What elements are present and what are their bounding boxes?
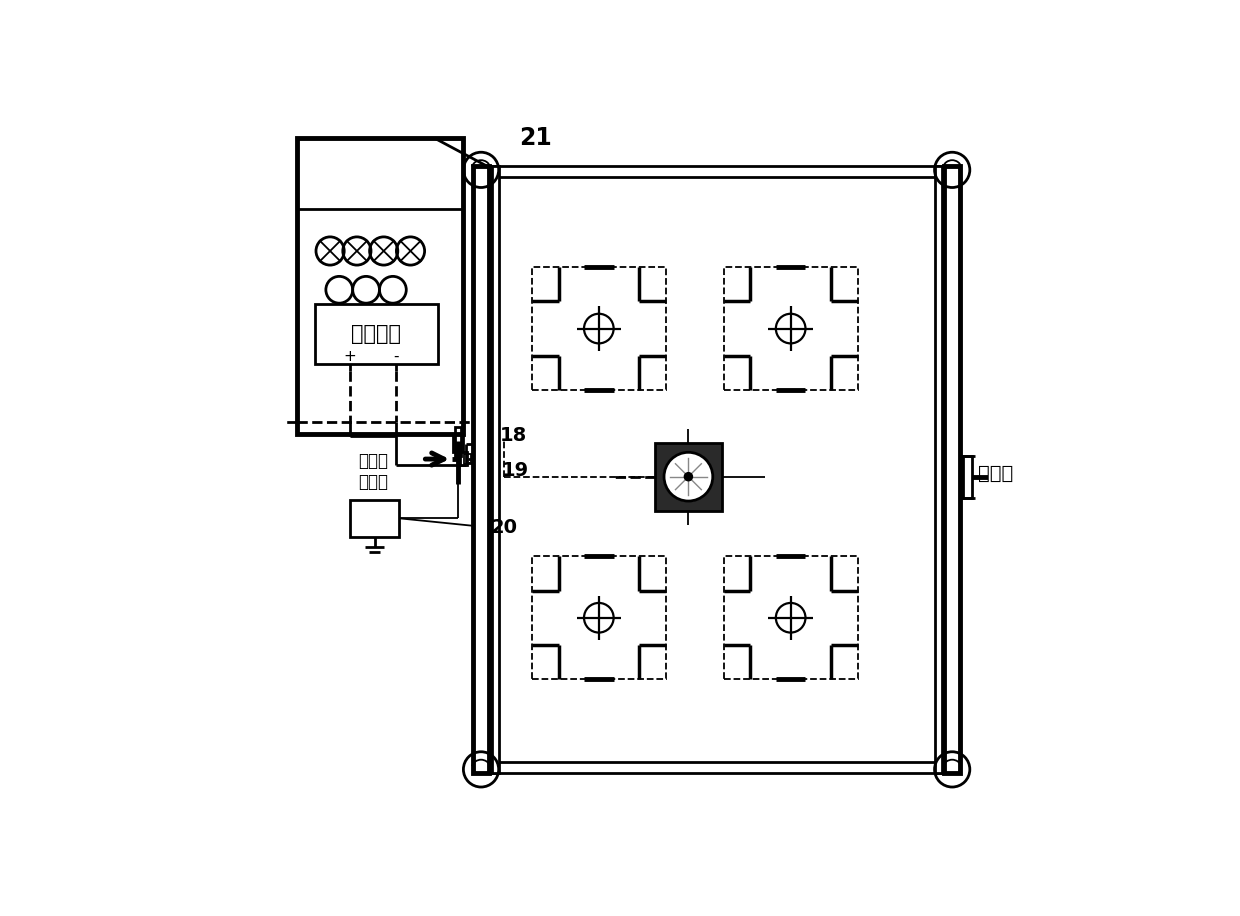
Bar [461, 452, 469, 466]
Bar [474, 167, 489, 773]
Bar [935, 167, 941, 773]
Bar [724, 556, 858, 680]
Bar [532, 556, 666, 680]
Bar [464, 454, 471, 464]
Bar [724, 267, 858, 390]
Text: 19: 19 [501, 461, 528, 480]
Text: 20: 20 [491, 518, 518, 537]
Bar [296, 138, 463, 434]
Circle shape [665, 453, 713, 501]
Text: 接自回
水主管: 接自回 水主管 [358, 453, 388, 491]
Circle shape [684, 473, 692, 481]
Bar [315, 304, 438, 364]
Text: 21: 21 [520, 126, 552, 150]
Bar [350, 500, 399, 537]
Bar [963, 455, 972, 498]
Text: -: - [393, 349, 398, 365]
Text: +: + [343, 349, 356, 365]
Bar [453, 434, 463, 452]
Text: 至水池: 至水池 [977, 463, 1013, 483]
Bar [945, 167, 960, 773]
Bar [455, 427, 460, 455]
Bar [655, 442, 722, 510]
Text: 18: 18 [500, 426, 527, 445]
Bar [491, 167, 498, 773]
Bar [532, 267, 666, 390]
Text: 直流电源: 直流电源 [351, 323, 401, 344]
